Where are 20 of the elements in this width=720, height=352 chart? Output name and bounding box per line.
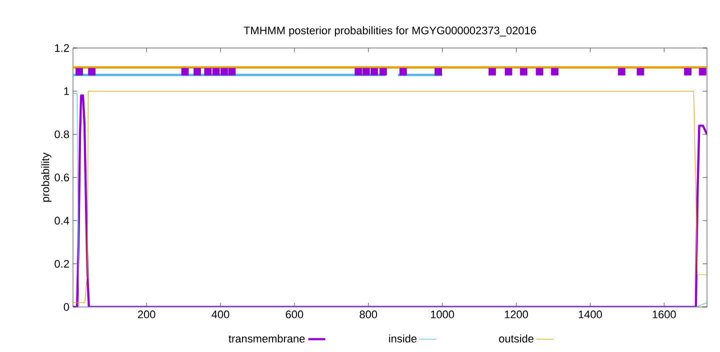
y-tick-label: 0.8: [54, 130, 69, 138]
y-axis-title: probability: [41, 152, 52, 202]
x-tick-label: 1400: [578, 310, 602, 318]
legend-label: inside: [389, 334, 417, 343]
y-tick-label: 0.4: [54, 216, 70, 225]
y-tick-label: 0.2: [54, 260, 69, 268]
y-tick-label: 0.6: [54, 174, 69, 182]
y-tick-label: 1: [64, 87, 69, 95]
chart-title: TMHMM posterior probabilities for MGYG000002373_02016: [244, 26, 536, 36]
x-tick-label: 1600: [652, 310, 676, 318]
x-tick-label: 1000: [430, 310, 454, 318]
legend-label: transmembrane: [228, 334, 305, 343]
x-tick-label: 400: [212, 310, 230, 318]
legend-label: outside: [499, 334, 534, 343]
x-tick-label: 800: [360, 310, 378, 318]
x-tick-label: 600: [286, 310, 304, 318]
y-tick-label: 1.2: [55, 44, 69, 52]
x-tick-label: 1200: [504, 310, 528, 318]
y-tick-label: 0: [64, 303, 70, 311]
x-tick-label: 200: [138, 310, 156, 318]
